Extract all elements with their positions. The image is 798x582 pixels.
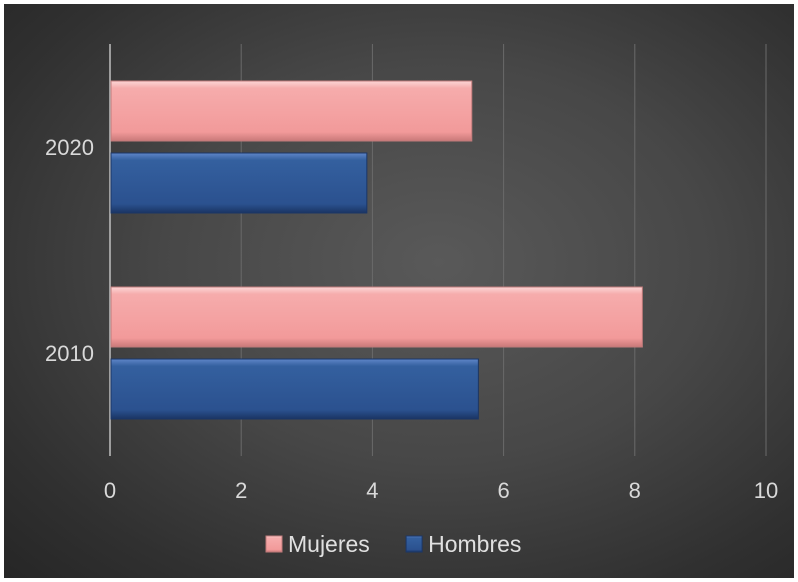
x-tick-label: 8 (629, 478, 641, 503)
x-tick-label: 4 (366, 478, 378, 503)
x-tick-label: 6 (497, 478, 509, 503)
bar-chart: 0 2 4 6 8 10 2010 2020 Mujeres Hombres (45, 44, 778, 557)
x-tick-label: 2 (235, 478, 247, 503)
legend-label-mujeres: Mujeres (288, 531, 370, 557)
y-tick-label: 2020 (45, 135, 94, 160)
x-tick-label: 10 (754, 478, 778, 503)
bar-mujeres-2010 (110, 286, 643, 348)
chart-area: 0 2 4 6 8 10 2010 2020 Mujeres Hombres (4, 4, 794, 578)
y-tick-label: 2010 (45, 341, 94, 366)
legend-label-hombres: Hombres (428, 531, 521, 557)
x-tick-label: 0 (104, 478, 116, 503)
legend-swatch-mujeres (265, 535, 283, 553)
bar-hombres-2020 (110, 152, 368, 214)
bar-mujeres-2020 (110, 80, 473, 142)
bar-hombres-2010 (110, 358, 479, 420)
legend-swatch-hombres (405, 535, 423, 553)
